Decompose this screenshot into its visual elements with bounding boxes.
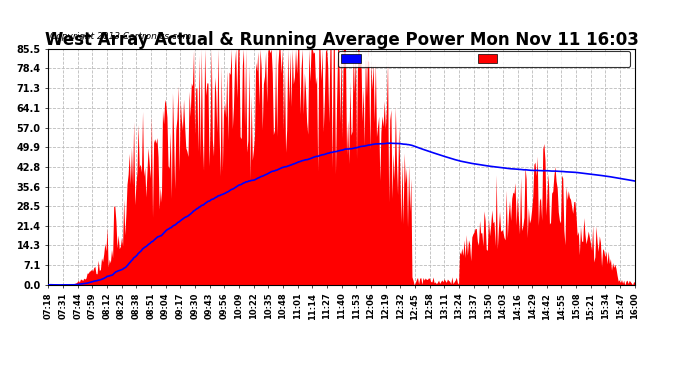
Text: Copyright 2013 Cartronics.com: Copyright 2013 Cartronics.com [50, 32, 191, 41]
Legend: Average  (DC Watts), West Array  (DC Watts): Average (DC Watts), West Array (DC Watts… [338, 51, 630, 67]
Title: West Array Actual & Running Average Power Mon Nov 11 16:03: West Array Actual & Running Average Powe… [45, 31, 638, 49]
